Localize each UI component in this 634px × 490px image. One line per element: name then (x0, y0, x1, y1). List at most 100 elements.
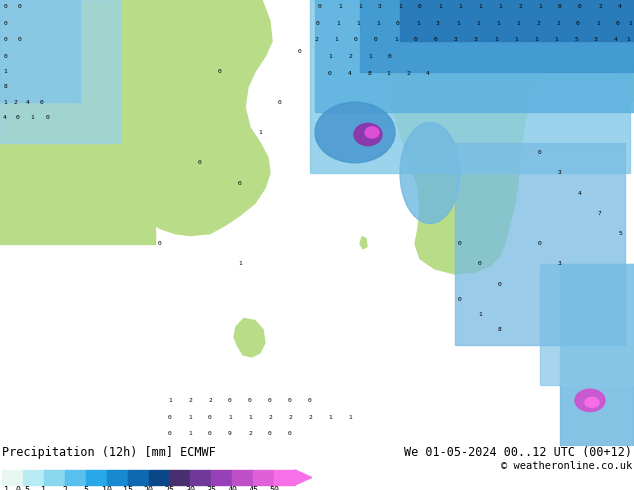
Text: 0: 0 (374, 37, 378, 42)
Text: 1: 1 (438, 3, 442, 8)
Text: 2: 2 (62, 487, 67, 490)
Text: 1: 1 (356, 21, 360, 26)
Text: 0: 0 (414, 37, 418, 42)
Text: 0: 0 (288, 431, 292, 436)
Bar (0, 0, 120, 143)
Text: 8: 8 (368, 72, 372, 76)
Polygon shape (295, 470, 312, 485)
Text: 0: 0 (458, 241, 462, 246)
Text: 0.1: 0.1 (0, 487, 10, 490)
Text: © weatheronline.co.uk: © weatheronline.co.uk (501, 461, 632, 471)
Bar (127, 470, 148, 485)
Ellipse shape (400, 122, 460, 223)
Text: 1: 1 (376, 21, 380, 26)
Text: 20: 20 (143, 487, 153, 490)
Text: 1: 1 (398, 3, 402, 8)
Text: 1: 1 (358, 3, 362, 8)
Text: 4: 4 (618, 3, 622, 8)
Text: 1: 1 (476, 21, 480, 26)
Text: 1: 1 (628, 21, 632, 26)
Bar (44, 470, 65, 485)
Text: 2: 2 (208, 398, 212, 403)
Text: Precipitation (12h) [mm] ECMWF: Precipitation (12h) [mm] ECMWF (2, 446, 216, 459)
Text: 0: 0 (208, 431, 212, 436)
Text: 0: 0 (218, 69, 222, 74)
Text: 2: 2 (556, 21, 560, 26)
Bar (169, 470, 190, 485)
Text: 0: 0 (354, 37, 358, 42)
Ellipse shape (365, 127, 379, 138)
Text: We 01-05-2024 00..12 UTC (00+12): We 01-05-2024 00..12 UTC (00+12) (404, 446, 632, 459)
Text: 0: 0 (18, 3, 22, 8)
Text: 3: 3 (454, 37, 458, 42)
Text: 1: 1 (258, 130, 262, 135)
Text: 1: 1 (538, 3, 542, 8)
Bar (310, 0, 630, 173)
Text: 3: 3 (436, 21, 440, 26)
Text: 1: 1 (3, 69, 7, 74)
Bar (65, 470, 86, 485)
Ellipse shape (575, 389, 605, 412)
Text: 8: 8 (3, 84, 7, 90)
Text: 25: 25 (164, 487, 174, 490)
Ellipse shape (585, 397, 599, 408)
Text: 40: 40 (227, 487, 237, 490)
Text: 1: 1 (30, 115, 34, 120)
Text: 2: 2 (308, 415, 312, 420)
Text: 1: 1 (596, 21, 600, 26)
Text: 0: 0 (248, 398, 252, 403)
Polygon shape (115, 0, 272, 236)
Bar (360, 0, 634, 72)
Text: 0: 0 (268, 431, 272, 436)
Text: 1: 1 (514, 37, 518, 42)
Text: 0: 0 (434, 37, 438, 42)
Text: 1: 1 (41, 487, 46, 490)
Text: 4: 4 (3, 115, 7, 120)
Text: 2: 2 (288, 415, 292, 420)
Text: 4: 4 (348, 72, 352, 76)
Bar (253, 470, 274, 485)
Text: 0: 0 (3, 21, 7, 26)
Text: 5: 5 (83, 487, 88, 490)
Text: 50: 50 (269, 487, 279, 490)
Text: 1: 1 (328, 415, 332, 420)
Text: 7: 7 (598, 211, 602, 216)
Text: 0: 0 (3, 54, 7, 59)
Ellipse shape (315, 102, 395, 163)
Polygon shape (0, 0, 155, 244)
Bar (107, 470, 127, 485)
Text: 0: 0 (396, 21, 400, 26)
Text: 0: 0 (498, 282, 502, 287)
Bar (455, 143, 625, 345)
Text: 3: 3 (558, 261, 562, 267)
Text: 0: 0 (478, 261, 482, 267)
Text: 35: 35 (206, 487, 216, 490)
Text: 1: 1 (456, 21, 460, 26)
Text: 1: 1 (516, 21, 520, 26)
Bar (540, 264, 634, 385)
Polygon shape (360, 237, 367, 249)
Bar (86, 470, 107, 485)
Bar (23, 470, 44, 485)
Text: 0: 0 (208, 415, 212, 420)
Text: 0: 0 (318, 3, 322, 8)
Polygon shape (234, 318, 265, 357)
Text: 1: 1 (248, 415, 252, 420)
Ellipse shape (354, 123, 382, 146)
Text: 0: 0 (238, 180, 242, 186)
Text: 2: 2 (268, 415, 272, 420)
Text: 2: 2 (518, 3, 522, 8)
Text: 0: 0 (168, 415, 172, 420)
Text: 0.5: 0.5 (15, 487, 30, 490)
Text: 1: 1 (494, 37, 498, 42)
Bar (211, 470, 232, 485)
Text: 4: 4 (578, 191, 582, 196)
Text: 1: 1 (478, 312, 482, 317)
Text: 1: 1 (458, 3, 462, 8)
Text: 4: 4 (426, 72, 430, 76)
Text: 0: 0 (18, 37, 22, 42)
Text: 0: 0 (16, 115, 20, 120)
Text: 3: 3 (594, 37, 598, 42)
Bar (560, 264, 634, 446)
Text: 2: 2 (13, 99, 17, 105)
